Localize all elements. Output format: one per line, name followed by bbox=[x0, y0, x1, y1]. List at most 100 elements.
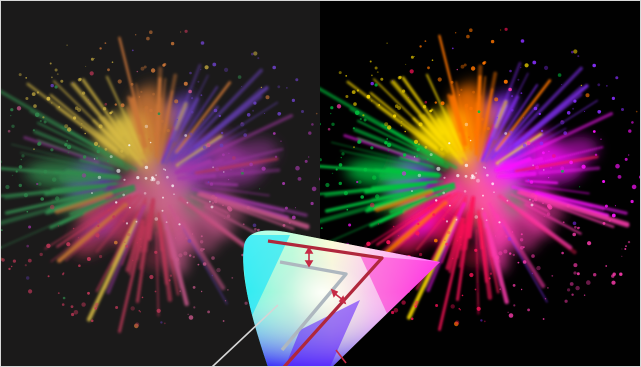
burst-streak bbox=[49, 93, 119, 151]
burst-particle bbox=[440, 101, 445, 106]
burst-particle bbox=[500, 29, 502, 31]
burst-streak bbox=[163, 210, 180, 265]
burst-particle bbox=[575, 285, 580, 291]
burst-particle bbox=[344, 262, 347, 265]
burst-particle bbox=[96, 149, 101, 154]
burst-particle bbox=[185, 237, 188, 240]
burst-highlight bbox=[149, 141, 152, 144]
burst-highlight bbox=[455, 218, 458, 221]
burst-particle bbox=[507, 311, 509, 313]
left-panel-standard-color bbox=[0, 0, 320, 367]
burst-particle bbox=[486, 127, 490, 131]
burst-streak bbox=[174, 159, 212, 175]
burst-particle bbox=[38, 182, 42, 186]
burst-streak bbox=[485, 84, 539, 163]
burst-streak bbox=[514, 155, 599, 173]
burst-particle bbox=[371, 100, 373, 102]
burst-particle bbox=[353, 102, 357, 106]
burst-particle bbox=[104, 102, 108, 106]
burst-highlight bbox=[163, 168, 165, 171]
burst-streak bbox=[155, 231, 160, 317]
burst-particle bbox=[251, 52, 254, 56]
burst-highlight bbox=[151, 176, 154, 180]
burst-particle bbox=[55, 196, 60, 201]
burst-particle bbox=[188, 89, 192, 94]
burst-particle bbox=[304, 250, 307, 252]
burst-particle bbox=[66, 242, 71, 247]
burst-particle bbox=[460, 244, 462, 246]
burst-particle bbox=[532, 200, 534, 202]
burst-particle bbox=[204, 65, 209, 70]
burst-streak bbox=[385, 167, 440, 177]
burst-particle bbox=[163, 62, 167, 66]
burst-particle bbox=[240, 122, 245, 127]
burst-particle bbox=[375, 194, 380, 199]
burst-particle bbox=[611, 274, 615, 278]
burst-particle bbox=[222, 204, 224, 206]
burst-highlight bbox=[97, 175, 102, 180]
burst-particle bbox=[272, 65, 277, 70]
burst-streak bbox=[357, 137, 424, 161]
burst-particle bbox=[7, 129, 11, 133]
burst-particle bbox=[244, 301, 248, 305]
burst-particle bbox=[624, 157, 628, 161]
burst-streak bbox=[69, 198, 107, 216]
burst-streak bbox=[496, 171, 537, 179]
burst-particle bbox=[114, 240, 118, 245]
burst-particle bbox=[434, 101, 437, 104]
burst-particle bbox=[156, 308, 161, 313]
burst-streak bbox=[125, 219, 145, 273]
burst-particle bbox=[532, 60, 537, 65]
burst-particle bbox=[191, 97, 194, 100]
burst-particle bbox=[477, 110, 481, 113]
burst-particle bbox=[146, 36, 150, 41]
burst-particle bbox=[573, 99, 577, 103]
burst-particle bbox=[114, 103, 118, 106]
burst-particle bbox=[127, 233, 131, 237]
burst-particle bbox=[25, 97, 29, 100]
burst-particle bbox=[579, 186, 581, 188]
burst-particle bbox=[451, 47, 454, 50]
burst-particle bbox=[249, 284, 254, 288]
burst-streak bbox=[506, 146, 604, 172]
burst-particle bbox=[369, 207, 371, 209]
burst-particle bbox=[606, 85, 608, 87]
burst-particle bbox=[386, 138, 388, 140]
burst-particle bbox=[46, 96, 51, 101]
burst-particle bbox=[200, 290, 203, 293]
burst-streak bbox=[191, 188, 273, 210]
burst-particle bbox=[513, 304, 516, 307]
burst-particle bbox=[183, 251, 188, 256]
burst-highlight bbox=[186, 201, 189, 204]
burst-particle bbox=[18, 73, 22, 77]
burst-particle bbox=[393, 308, 399, 313]
burst-streak bbox=[500, 111, 614, 167]
burst-particle bbox=[288, 221, 291, 224]
burst-particle bbox=[524, 63, 529, 68]
burst-streak bbox=[170, 105, 219, 162]
burst-particle bbox=[543, 216, 545, 217]
burst-particle bbox=[140, 66, 145, 71]
burst-particle bbox=[392, 225, 395, 228]
burst-particle bbox=[427, 66, 430, 70]
burst-streak bbox=[0, 89, 105, 153]
burst-particle bbox=[536, 265, 541, 271]
burst-particle bbox=[397, 106, 401, 110]
burst-streak bbox=[534, 190, 628, 215]
burst-streak bbox=[194, 86, 269, 149]
burst-particle bbox=[346, 274, 350, 278]
burst-particle bbox=[160, 321, 163, 324]
burst-particle bbox=[406, 255, 411, 259]
burst-streak bbox=[56, 195, 132, 248]
burst-particle bbox=[149, 30, 153, 34]
burst-particle bbox=[346, 208, 349, 211]
burst-particle bbox=[445, 242, 449, 246]
burst-particle bbox=[246, 113, 251, 117]
burst-particle bbox=[534, 194, 538, 198]
burst-particle bbox=[256, 274, 260, 278]
burst-streak bbox=[156, 97, 162, 145]
burst-particle bbox=[64, 143, 68, 147]
burst-streak bbox=[519, 189, 630, 227]
burst-highlight bbox=[469, 139, 472, 142]
burst-streak bbox=[175, 81, 232, 154]
